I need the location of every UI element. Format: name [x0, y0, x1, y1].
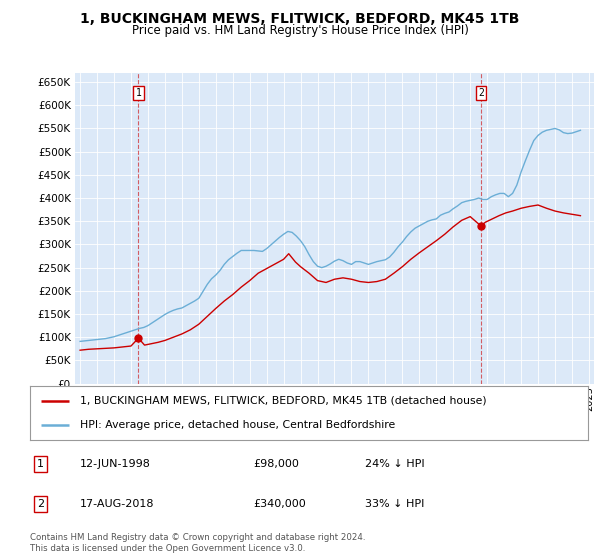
Text: HPI: Average price, detached house, Central Bedfordshire: HPI: Average price, detached house, Cent…: [80, 420, 395, 430]
Text: 1: 1: [37, 459, 44, 469]
Text: £98,000: £98,000: [253, 459, 299, 469]
Text: 17-AUG-2018: 17-AUG-2018: [80, 499, 155, 509]
Text: 12-JUN-1998: 12-JUN-1998: [80, 459, 151, 469]
Text: 24% ↓ HPI: 24% ↓ HPI: [365, 459, 424, 469]
Text: Price paid vs. HM Land Registry's House Price Index (HPI): Price paid vs. HM Land Registry's House …: [131, 24, 469, 36]
Text: 1: 1: [136, 88, 142, 98]
Text: 2: 2: [478, 88, 484, 98]
Text: 2: 2: [37, 499, 44, 509]
Text: Contains HM Land Registry data © Crown copyright and database right 2024.
This d: Contains HM Land Registry data © Crown c…: [30, 533, 365, 553]
Text: 1, BUCKINGHAM MEWS, FLITWICK, BEDFORD, MK45 1TB: 1, BUCKINGHAM MEWS, FLITWICK, BEDFORD, M…: [80, 12, 520, 26]
Text: 33% ↓ HPI: 33% ↓ HPI: [365, 499, 424, 509]
Text: 1, BUCKINGHAM MEWS, FLITWICK, BEDFORD, MK45 1TB (detached house): 1, BUCKINGHAM MEWS, FLITWICK, BEDFORD, M…: [80, 396, 487, 406]
Text: £340,000: £340,000: [253, 499, 306, 509]
